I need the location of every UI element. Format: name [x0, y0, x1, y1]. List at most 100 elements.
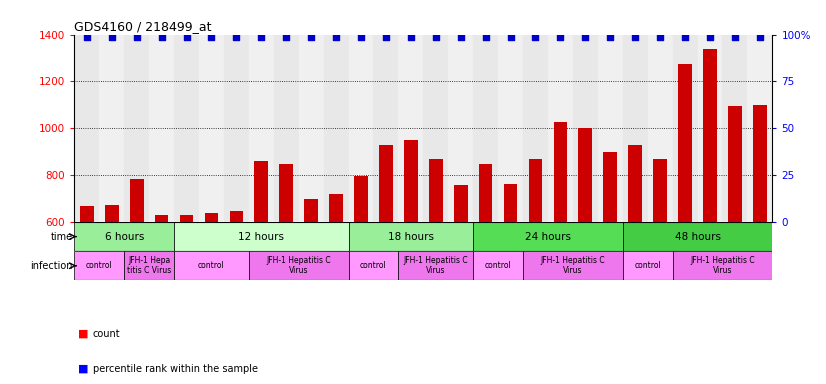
Point: [430, 34, 443, 40]
Bar: [230, 211, 243, 222]
Point: [479, 34, 492, 40]
Bar: [74, 35, 99, 222]
Point: [404, 34, 417, 40]
Point: [354, 34, 368, 40]
Point: [280, 34, 293, 40]
Bar: [74, 251, 124, 280]
Bar: [573, 35, 598, 222]
Point: [230, 34, 243, 40]
Point: [579, 34, 592, 40]
Bar: [623, 251, 672, 280]
Bar: [273, 35, 299, 222]
Point: [629, 34, 642, 40]
Bar: [498, 35, 523, 222]
Bar: [653, 159, 667, 222]
Bar: [349, 35, 373, 222]
Bar: [124, 251, 174, 280]
Bar: [80, 205, 93, 222]
Bar: [523, 35, 548, 222]
Bar: [299, 35, 324, 222]
Bar: [180, 215, 193, 222]
Bar: [678, 64, 692, 222]
Bar: [629, 145, 642, 222]
Point: [254, 34, 268, 40]
Text: control: control: [86, 261, 112, 270]
Bar: [697, 35, 723, 222]
Text: 48 hours: 48 hours: [675, 232, 720, 242]
Point: [155, 34, 169, 40]
Bar: [529, 159, 543, 222]
Text: percentile rank within the sample: percentile rank within the sample: [93, 364, 258, 374]
Bar: [648, 35, 672, 222]
Bar: [672, 251, 772, 280]
Bar: [324, 35, 349, 222]
Point: [653, 34, 667, 40]
Bar: [224, 35, 249, 222]
Bar: [124, 35, 150, 222]
Bar: [623, 35, 648, 222]
Text: control: control: [485, 261, 511, 270]
Bar: [174, 251, 249, 280]
Text: JFH-1 Hepatitis C
Virus: JFH-1 Hepatitis C Virus: [691, 256, 755, 275]
Bar: [753, 105, 767, 222]
Bar: [199, 35, 224, 222]
Bar: [74, 222, 174, 251]
Point: [205, 34, 218, 40]
Bar: [130, 179, 144, 222]
Bar: [703, 49, 717, 222]
Bar: [548, 35, 573, 222]
Bar: [304, 199, 318, 222]
Bar: [473, 35, 498, 222]
Bar: [249, 35, 273, 222]
Bar: [99, 35, 124, 222]
Bar: [105, 205, 119, 222]
Bar: [373, 35, 398, 222]
Bar: [349, 222, 473, 251]
Point: [678, 34, 691, 40]
Text: ■: ■: [78, 329, 89, 339]
Bar: [174, 222, 349, 251]
Text: GDS4160 / 218499_at: GDS4160 / 218499_at: [74, 20, 211, 33]
Text: control: control: [634, 261, 661, 270]
Bar: [504, 184, 517, 222]
Point: [130, 34, 143, 40]
Text: JFH-1 Hepatitis C
Virus: JFH-1 Hepatitis C Virus: [403, 256, 468, 275]
Point: [753, 34, 767, 40]
Point: [305, 34, 318, 40]
Point: [604, 34, 617, 40]
Point: [180, 34, 193, 40]
Text: time: time: [51, 232, 73, 242]
Text: count: count: [93, 329, 120, 339]
Bar: [279, 164, 293, 222]
Text: JFH-1 Hepa
titis C Virus: JFH-1 Hepa titis C Virus: [127, 256, 171, 275]
Point: [105, 34, 118, 40]
Bar: [429, 159, 443, 222]
Bar: [174, 35, 199, 222]
Bar: [449, 35, 473, 222]
Bar: [523, 251, 623, 280]
Bar: [423, 35, 449, 222]
Text: control: control: [360, 261, 387, 270]
Bar: [330, 194, 343, 222]
Bar: [473, 222, 623, 251]
Bar: [672, 35, 697, 222]
Bar: [723, 35, 748, 222]
Bar: [404, 140, 418, 222]
Bar: [604, 152, 617, 222]
Bar: [254, 161, 268, 222]
Bar: [453, 185, 468, 222]
Bar: [379, 145, 393, 222]
Point: [704, 34, 717, 40]
Text: ■: ■: [78, 364, 89, 374]
Bar: [398, 251, 473, 280]
Bar: [150, 35, 174, 222]
Point: [80, 34, 93, 40]
Text: 24 hours: 24 hours: [525, 232, 571, 242]
Bar: [728, 106, 742, 222]
Text: JFH-1 Hepatitis C
Virus: JFH-1 Hepatitis C Virus: [266, 256, 331, 275]
Bar: [598, 35, 623, 222]
Text: infection: infection: [31, 261, 73, 271]
Bar: [349, 251, 398, 280]
Text: 6 hours: 6 hours: [105, 232, 144, 242]
Point: [379, 34, 392, 40]
